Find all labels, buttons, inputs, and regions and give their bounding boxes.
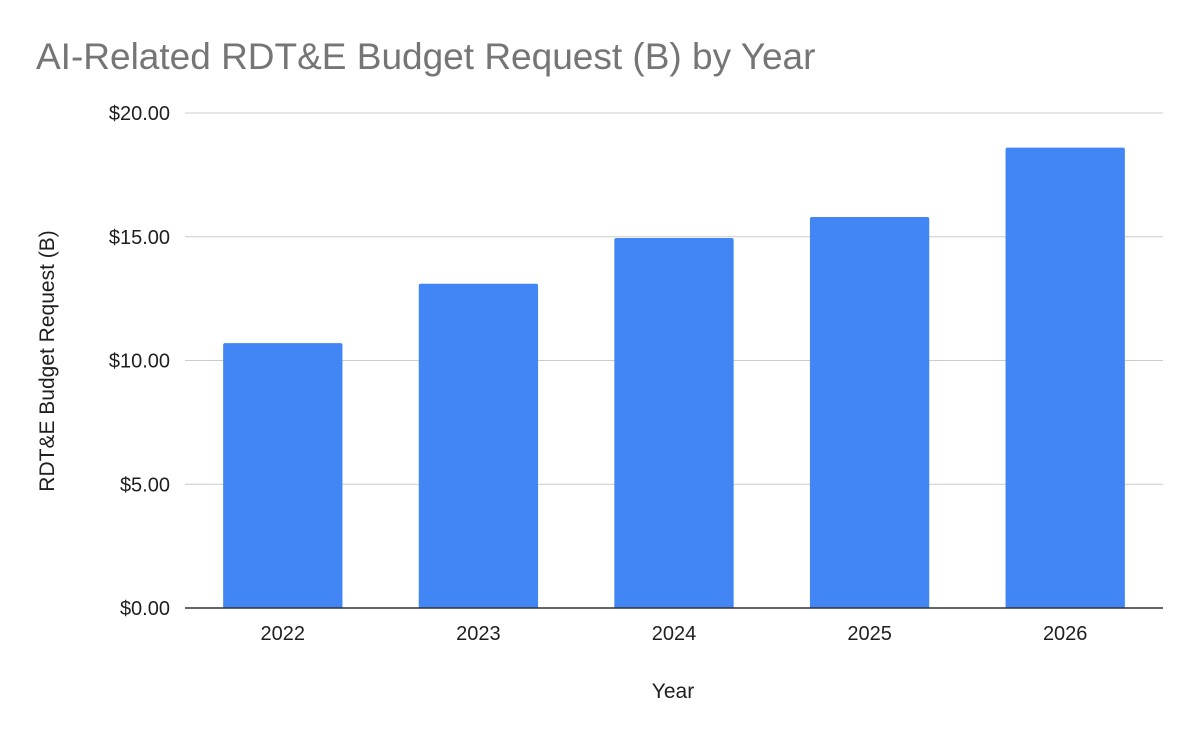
- x-tick-label: 2024: [652, 623, 697, 645]
- y-tick-label: $20.00: [109, 103, 170, 125]
- y-tick-label: $5.00: [120, 474, 170, 496]
- x-tick-label: 2025: [847, 623, 892, 645]
- bar: [809, 216, 930, 608]
- x-axis-ticks: 2022 2023 2024 2025 2026: [261, 623, 1088, 645]
- x-axis-label: Year: [652, 680, 694, 703]
- bar: [418, 283, 539, 608]
- x-tick-label: 2022: [261, 623, 306, 645]
- bar: [1005, 147, 1125, 608]
- bar: [614, 237, 734, 609]
- y-tick-label: $15.00: [109, 227, 170, 249]
- chart-title: AI-Related RDT&E Budget Request (B) by Y…: [36, 36, 815, 77]
- bar: [223, 343, 343, 608]
- y-tick-label: $10.00: [109, 351, 170, 373]
- y-axis-label: RDT&E Budget Request (B): [36, 230, 59, 491]
- y-tick-label: $0.00: [120, 598, 170, 620]
- x-tick-label: 2023: [456, 623, 501, 645]
- bars: [223, 147, 1125, 609]
- y-axis-ticks: $0.00 $5.00 $10.00 $15.00 $20.00: [109, 103, 170, 620]
- x-tick-label: 2026: [1043, 623, 1088, 645]
